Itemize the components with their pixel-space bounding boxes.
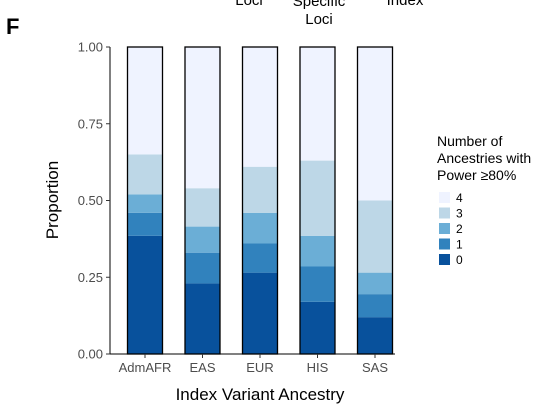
bar-layer <box>126 46 394 355</box>
legend-label-0: 0 <box>456 253 463 267</box>
y-tick-label: 0.50 <box>78 193 103 208</box>
legend-swatch-3 <box>439 207 450 219</box>
x-tick-label-sas: SAS <box>362 360 388 375</box>
bar-segment-admafr-4 <box>127 47 163 155</box>
bar-segment-his-0 <box>300 301 335 354</box>
top-fragment-middle-line2: Loci <box>305 11 333 28</box>
bar-segment-sas-2 <box>357 272 393 295</box>
bar-segment-admafr-1 <box>127 212 163 236</box>
y-tick-label: 1.00 <box>78 40 103 55</box>
bar-segment-eas-2 <box>185 226 220 253</box>
bar-segment-sas-3 <box>357 200 393 273</box>
y-tick-label: 0.25 <box>78 270 103 285</box>
bar-segment-admafr-3 <box>127 154 163 195</box>
legend-swatch-2 <box>439 223 450 234</box>
x-tick-label-eas: EAS <box>189 360 215 375</box>
top-fragment-left: Loci <box>235 0 263 9</box>
x-axis-title: Index Variant Ancestry <box>176 385 345 404</box>
bar-segment-admafr-0 <box>127 235 163 354</box>
bar-segment-his-1 <box>300 266 335 302</box>
legend-label-4: 4 <box>456 191 463 205</box>
bar-segment-sas-4 <box>357 47 393 201</box>
legend-label-3: 3 <box>456 207 463 221</box>
legend-title-line1: Number of <box>437 133 502 149</box>
x-tick-label-his: HIS <box>307 360 329 375</box>
bar-segment-eur-3 <box>242 166 278 213</box>
bar-segment-eur-0 <box>242 272 278 354</box>
y-tick-label: 0.75 <box>78 116 103 131</box>
bar-segment-sas-1 <box>357 294 393 318</box>
x-tick-label-eur: EUR <box>246 360 273 375</box>
legend-label-1: 1 <box>456 238 463 252</box>
bar-segment-his-3 <box>300 160 335 236</box>
bar-segment-eas-1 <box>185 252 220 284</box>
y-axis-title: Proportion <box>43 161 62 239</box>
bar-segment-eur-2 <box>242 212 278 244</box>
legend-swatch-0 <box>439 254 450 265</box>
bar-segment-eas-4 <box>185 47 220 189</box>
legend-label-2: 2 <box>456 222 463 236</box>
legend-swatch-1 <box>439 238 450 250</box>
bar-segment-eas-0 <box>185 283 220 354</box>
top-fragment-right: Index <box>387 0 424 9</box>
y-tick-label: 0.00 <box>78 347 103 362</box>
bar-segment-his-4 <box>300 47 335 161</box>
x-axis: AdmAFR EAS EUR HIS SAS <box>110 353 395 375</box>
top-fragment-middle-line1: Specific <box>293 0 346 10</box>
bar-segment-his-2 <box>300 235 335 267</box>
panel-label: F <box>6 14 19 39</box>
bar-segment-admafr-2 <box>127 194 163 213</box>
legend-title-line3: Power ≥80% <box>437 167 516 183</box>
legend-swatch-4 <box>439 192 450 203</box>
bar-segment-eur-1 <box>242 243 278 273</box>
bar-segment-eur-4 <box>242 47 278 167</box>
x-tick-label-admafr: AdmAFR <box>119 360 172 375</box>
legend-title-line2: Ancestries with <box>437 150 531 166</box>
bar-segment-sas-0 <box>357 317 393 354</box>
y-axis: 0.00 0.25 0.50 0.75 1.00 <box>78 40 111 362</box>
bar-segment-eas-3 <box>185 188 220 227</box>
legend: Number of Ancestries with Power ≥80% 4 32… <box>437 133 531 267</box>
